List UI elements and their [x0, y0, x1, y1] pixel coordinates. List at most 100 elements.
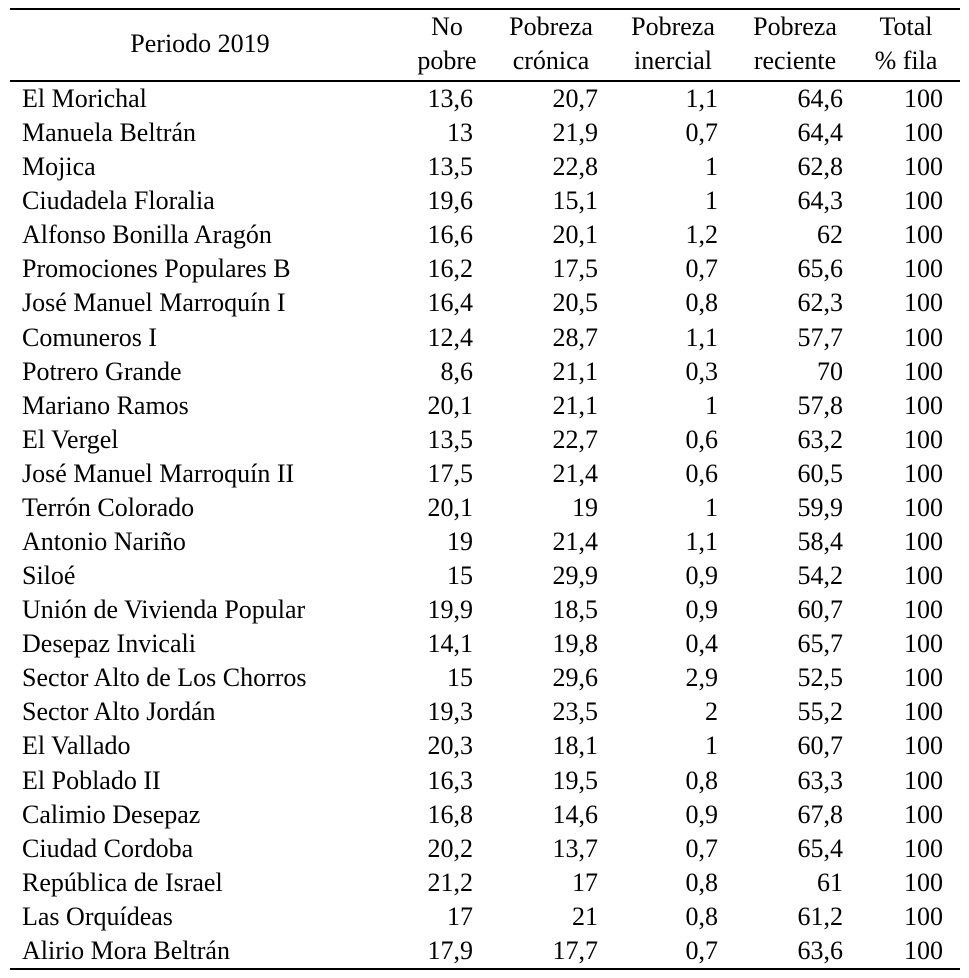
- top-rule: [10, 8, 960, 10]
- header-cell: Pobreza: [753, 12, 837, 41]
- cell: 100: [904, 84, 943, 113]
- cell: 17: [447, 901, 473, 931]
- cell: 21,4: [552, 527, 599, 556]
- header-cell: % fila: [874, 46, 938, 75]
- row-label: El Morichal: [22, 84, 147, 113]
- cell: 17,5: [427, 458, 474, 488]
- row-label: José Manuel Marroquín II: [22, 458, 295, 488]
- cell: 0,9: [685, 595, 719, 625]
- cell: 64,4: [797, 118, 844, 148]
- cell: 100: [904, 867, 943, 897]
- cell: 14,1: [427, 629, 474, 659]
- header-cell: reciente: [753, 46, 837, 75]
- header-cell: Periodo 2019: [130, 29, 270, 58]
- cell: 54,2: [797, 561, 844, 591]
- cell: 100: [904, 492, 943, 522]
- cell: 70: [817, 356, 843, 386]
- cell: 21,1: [552, 390, 599, 420]
- cell: 0,9: [685, 799, 719, 829]
- cell: 2,9: [685, 663, 719, 693]
- cell: 1: [705, 390, 718, 420]
- cell: 0,7: [685, 254, 719, 284]
- cell: 100: [904, 186, 943, 216]
- header-cell: crónica: [512, 46, 590, 75]
- cell: 100: [904, 527, 943, 556]
- cell: 2: [705, 697, 718, 727]
- row-label: José Manuel Marroquín I: [22, 288, 286, 318]
- cell: 20,1: [427, 390, 474, 420]
- cell: 0,4: [685, 629, 719, 659]
- cell: 16,3: [427, 765, 474, 795]
- cell: 100: [904, 833, 943, 863]
- cell: 19,9: [427, 595, 474, 625]
- cell: 21,4: [552, 458, 599, 488]
- cell: 16,4: [427, 288, 474, 318]
- cell: 17,5: [552, 254, 599, 284]
- cell: 20,7: [552, 84, 599, 113]
- cell: 52,5: [797, 663, 844, 693]
- cell: 100: [904, 322, 943, 352]
- row-label: Comuneros I: [22, 322, 158, 352]
- row-label: Alirio Mora Beltrán: [22, 935, 230, 965]
- cell: 28,7: [552, 322, 599, 352]
- row-label: Mariano Ramos: [22, 390, 189, 420]
- cell: 19,6: [427, 186, 474, 216]
- cell: 1: [705, 152, 718, 182]
- cell: 65,4: [797, 833, 844, 863]
- row-label: Ciudadela Floralia: [22, 186, 215, 216]
- row-label: Las Orquídeas: [22, 901, 173, 931]
- cell: 17: [572, 867, 598, 897]
- cell: 19: [447, 527, 473, 556]
- cell: 1,1: [685, 322, 719, 352]
- cell: 63,3: [797, 765, 844, 795]
- header-cell: pobre: [417, 46, 477, 75]
- cell: 21,9: [552, 118, 599, 148]
- cell: 0,8: [685, 765, 719, 795]
- cell: 0,7: [685, 118, 719, 148]
- cell: 0,7: [685, 833, 719, 863]
- cell: 17,9: [427, 935, 474, 965]
- cell: 14,6: [552, 799, 599, 829]
- cell: 0,8: [685, 901, 719, 931]
- cell: 1,1: [685, 527, 719, 556]
- cell: 100: [904, 356, 943, 386]
- cell: 15,1: [552, 186, 599, 216]
- cell: 13,6: [427, 84, 474, 113]
- cell: 21: [572, 901, 598, 931]
- cell: 18,1: [552, 731, 599, 761]
- cell: 100: [904, 629, 943, 659]
- cell: 16,2: [427, 254, 474, 284]
- cell: 100: [904, 390, 943, 420]
- cell: 15: [447, 561, 473, 591]
- cell: 100: [904, 799, 943, 829]
- cell: 0,7: [685, 935, 719, 965]
- cell: 60,7: [797, 595, 844, 625]
- cell: 61: [817, 867, 843, 897]
- cell: 29,9: [552, 561, 599, 591]
- cell: 1: [705, 186, 718, 216]
- cell: 63,2: [797, 424, 844, 454]
- cell: 57,7: [797, 322, 844, 352]
- header-cell: No: [431, 12, 463, 41]
- row-label: Siloé: [22, 561, 76, 591]
- row-label: El Vergel: [22, 424, 119, 454]
- cell: 13,5: [427, 424, 474, 454]
- cell: 62: [817, 220, 843, 250]
- cell: 22,8: [552, 152, 599, 182]
- cell: 20,1: [427, 492, 474, 522]
- row-label: Calimio Desepaz: [22, 799, 201, 829]
- cell: 13: [447, 118, 473, 148]
- row-label: Desepaz Invicali: [22, 629, 196, 659]
- header-cell: inercial: [634, 46, 712, 75]
- header-cell: Pobreza: [631, 12, 715, 41]
- cell: 0,8: [685, 288, 719, 318]
- cell: 20,5: [552, 288, 599, 318]
- cell: 20,2: [427, 833, 474, 863]
- cell: 1,2: [685, 220, 719, 250]
- cell: 20,3: [427, 731, 474, 761]
- cell: 64,6: [797, 84, 844, 113]
- cell: 20,1: [552, 220, 599, 250]
- cell: 62,3: [797, 288, 844, 318]
- cell: 19,3: [427, 697, 474, 727]
